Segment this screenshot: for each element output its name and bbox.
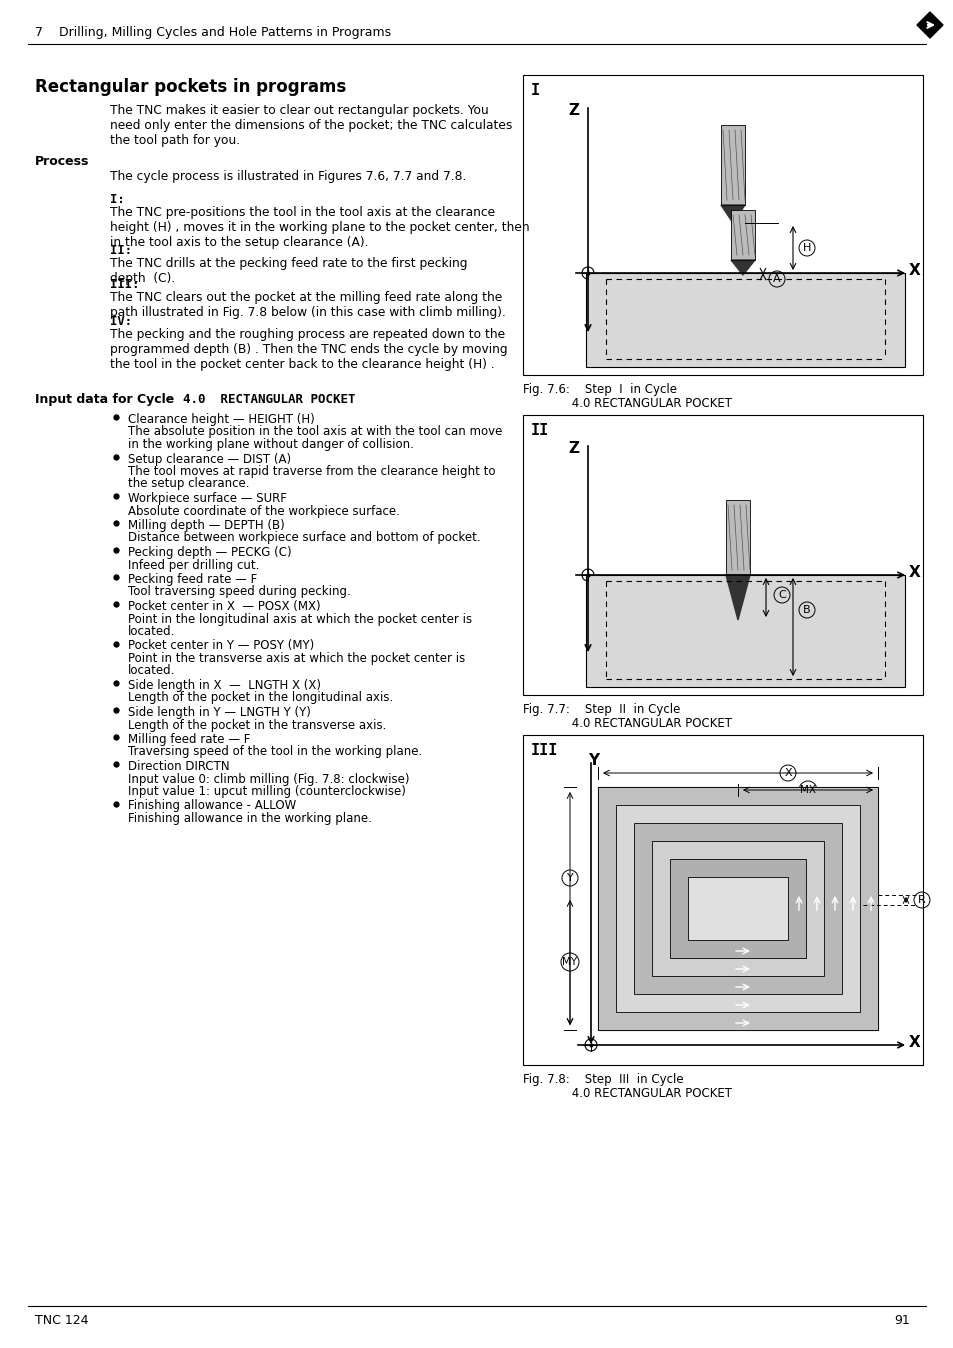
Polygon shape [916,12,942,38]
Text: in the working plane without danger of collision.: in the working plane without danger of c… [128,438,414,452]
Text: The TNC pre-positions the tool in the tool axis at the clearance
height (H) , mo: The TNC pre-positions the tool in the to… [110,206,529,249]
Text: The TNC makes it easier to clear out rectangular pockets. You
need only enter th: The TNC makes it easier to clear out rec… [110,104,512,147]
Text: C: C [778,590,785,600]
Text: located.: located. [128,625,175,638]
Bar [585,576,904,687]
Bar [634,824,841,993]
Bar [651,841,823,976]
Text: Length of the pocket in the longitudinal axis.: Length of the pocket in the longitudinal… [128,692,393,705]
Text: B: B [802,605,810,615]
Bar [522,75,923,375]
Text: 4.0 RECTANGULAR POCKET: 4.0 RECTANGULAR POCKET [522,398,731,410]
Bar [616,805,859,1012]
Text: II: II [531,423,549,438]
Bar [585,274,904,367]
Text: III:: III: [110,278,139,291]
Text: Fig. 7.6:    Step  I  in Cycle: Fig. 7.6: Step I in Cycle [522,383,677,396]
Bar [669,859,805,958]
Text: Y: Y [587,754,598,768]
Text: MY: MY [562,957,577,967]
Bar [687,878,787,940]
Text: 91: 91 [893,1314,909,1326]
Text: R: R [917,895,925,905]
Text: Pecking feed rate — F: Pecking feed rate — F [128,573,257,586]
Text: Absolute coordinate of the workpiece surface.: Absolute coordinate of the workpiece sur… [128,504,399,518]
Polygon shape [730,260,754,275]
Text: The cycle process is illustrated in Figures 7.6, 7.7 and 7.8.: The cycle process is illustrated in Figu… [110,170,466,183]
Bar [522,415,923,696]
Text: X: X [908,263,920,278]
Text: H: H [802,243,810,253]
Text: Point in the transverse axis at which the pocket center is: Point in the transverse axis at which th… [128,652,465,665]
Text: Pocket center in X  — POSX (MX): Pocket center in X — POSX (MX) [128,600,320,613]
Text: I: I [531,84,539,98]
Text: 4.0  RECTANGULAR POCKET: 4.0 RECTANGULAR POCKET [183,394,355,406]
Text: I:: I: [110,193,125,206]
Text: The pecking and the roughing process are repeated down to the
programmed depth (: The pecking and the roughing process are… [110,328,507,371]
Text: Finishing allowance - ALLOW: Finishing allowance - ALLOW [128,799,296,813]
Bar [598,787,877,1030]
Bar [522,735,923,1065]
Text: Tool traversing speed during pecking.: Tool traversing speed during pecking. [128,585,351,599]
Text: TNC 124: TNC 124 [35,1314,89,1326]
Text: Workpiece surface — SURF: Workpiece surface — SURF [128,492,287,506]
Text: A: A [772,274,780,284]
Polygon shape [720,205,744,222]
Text: X: X [783,768,791,778]
Text: Direction DIRCTN: Direction DIRCTN [128,760,230,772]
Bar [730,210,754,260]
Text: The tool moves at rapid traverse from the clearance height to: The tool moves at rapid traverse from th… [128,465,495,479]
Text: Process: Process [35,155,90,168]
Text: Y: Y [566,874,573,883]
Text: X: X [908,1035,920,1050]
Text: Infeed per drilling cut.: Infeed per drilling cut. [128,558,259,572]
Text: 4.0 RECTANGULAR POCKET: 4.0 RECTANGULAR POCKET [522,717,731,731]
Text: The TNC drills at the pecking feed rate to the first pecking
depth  (C).: The TNC drills at the pecking feed rate … [110,257,467,284]
Text: X: X [908,565,920,580]
Bar [720,125,744,205]
Text: located.: located. [128,665,175,678]
Text: Fig. 7.7:    Step  II  in Cycle: Fig. 7.7: Step II in Cycle [522,704,679,716]
Text: Input value 1: upcut milling (counterclockwise): Input value 1: upcut milling (counterclo… [128,785,405,798]
Text: Length of the pocket in the transverse axis.: Length of the pocket in the transverse a… [128,718,386,732]
Text: Z: Z [567,441,578,456]
Text: Rectangular pockets in programs: Rectangular pockets in programs [35,78,346,96]
Text: Z: Z [567,102,578,119]
Polygon shape [725,576,749,620]
Text: Pecking depth — PECKG (C): Pecking depth — PECKG (C) [128,546,292,559]
Text: Point in the longitudinal axis at which the pocket center is: Point in the longitudinal axis at which … [128,612,472,625]
Text: 7    Drilling, Milling Cycles and Hole Patterns in Programs: 7 Drilling, Milling Cycles and Hole Patt… [35,26,391,39]
Text: Side length in Y — LNGTH Y (Y): Side length in Y — LNGTH Y (Y) [128,706,311,718]
Text: Distance between workpiece surface and bottom of pocket.: Distance between workpiece surface and b… [128,531,480,545]
Text: MX: MX [800,785,815,795]
Bar [725,500,749,576]
Text: Clearance height — HEIGHT (H): Clearance height — HEIGHT (H) [128,412,314,426]
Text: III: III [531,743,558,758]
Text: Setup clearance — DIST (A): Setup clearance — DIST (A) [128,453,291,465]
Bar [598,787,877,1030]
Text: The absolute position in the tool axis at with the tool can move: The absolute position in the tool axis a… [128,426,502,438]
Text: the setup clearance.: the setup clearance. [128,477,250,491]
Text: 4.0 RECTANGULAR POCKET: 4.0 RECTANGULAR POCKET [522,1086,731,1100]
Text: Pocket center in Y — POSY (MY): Pocket center in Y — POSY (MY) [128,639,314,652]
Text: Milling depth — DEPTH (B): Milling depth — DEPTH (B) [128,519,284,532]
Text: Side length in X  —  LNGTH X (X): Side length in X — LNGTH X (X) [128,679,320,692]
Text: IV:: IV: [110,315,132,328]
Text: Traversing speed of the tool in the working plane.: Traversing speed of the tool in the work… [128,745,422,759]
Text: Finishing allowance in the working plane.: Finishing allowance in the working plane… [128,811,372,825]
Text: II:: II: [110,244,132,257]
Text: Input data for Cycle: Input data for Cycle [35,394,178,406]
Text: Fig. 7.8:    Step  III  in Cycle: Fig. 7.8: Step III in Cycle [522,1073,683,1086]
Text: The TNC clears out the pocket at the milling feed rate along the
path illustrate: The TNC clears out the pocket at the mil… [110,291,505,319]
Text: Milling feed rate — F: Milling feed rate — F [128,733,250,745]
Text: Input value 0: climb milling (Fig. 7.8: clockwise): Input value 0: climb milling (Fig. 7.8: … [128,772,409,786]
